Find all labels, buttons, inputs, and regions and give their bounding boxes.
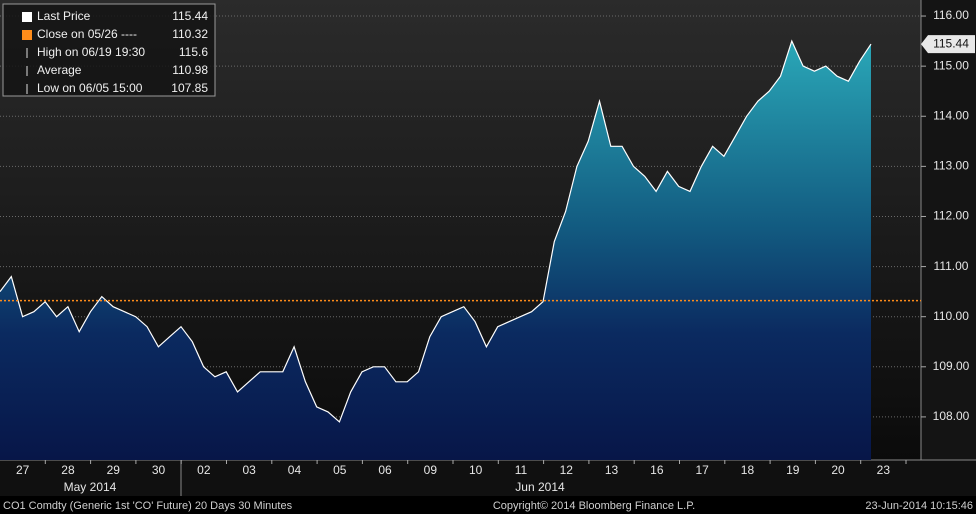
price-line [0, 39, 872, 423]
x-tick-label: 19 [786, 463, 800, 477]
x-tick-label: 27 [16, 463, 30, 477]
x-tick-label: 10 [469, 463, 483, 477]
x-group-label: Jun 2014 [515, 480, 565, 494]
footer-left: CO1 Comdty (Generic 1st 'CO' Future) 20 … [3, 500, 293, 512]
y-axis-background [921, 0, 976, 460]
legend-value: 110.98 [172, 63, 208, 77]
last-price-tag [921, 35, 975, 54]
footer-right: 23-Jun-2014 10:15:46 [865, 500, 973, 512]
x-tick-label: 13 [605, 463, 619, 477]
x-tick-label: 18 [741, 463, 755, 477]
y-tick-label: 109.00 [933, 359, 970, 373]
x-tick-label: 28 [61, 463, 75, 477]
y-tick-label: 108.00 [933, 409, 970, 423]
legend-value: 115.6 [179, 45, 208, 59]
last-price-label: 115.44 [933, 36, 969, 50]
x-tick-label: 11 [515, 463, 528, 477]
y-tick-label: 112.00 [933, 209, 969, 223]
x-tick-label: 02 [197, 463, 211, 477]
x-tick-label: 16 [650, 463, 664, 477]
legend-swatch [22, 30, 32, 40]
y-tick-label: 110.00 [933, 309, 969, 323]
x-tick-label: 30 [152, 463, 166, 477]
y-tick-label: 111.00 [934, 259, 969, 273]
x-tick-label: 29 [107, 463, 121, 477]
x-axis-background [0, 460, 976, 496]
price-area [0, 41, 871, 460]
x-tick-label: 04 [288, 463, 302, 477]
x-tick-label: 09 [424, 463, 438, 477]
x-tick-label: 20 [831, 463, 845, 477]
x-group-label: May 2014 [64, 480, 117, 494]
x-tick-label: 23 [877, 463, 891, 477]
legend-swatch [22, 12, 32, 22]
x-tick-label: 03 [242, 463, 256, 477]
legend-label: Average [37, 63, 82, 77]
y-tick-label: 116.00 [933, 8, 969, 22]
legend-label: High on 06/19 19:30 [37, 45, 145, 59]
y-tick-label: 113.00 [933, 159, 969, 173]
footer-center: Copyright© 2014 Bloomberg Finance L.P. [493, 500, 695, 512]
y-tick-label: 114.00 [933, 108, 969, 122]
y-tick-label: 115.00 [933, 58, 969, 72]
x-tick-label: 05 [333, 463, 347, 477]
legend-value: 115.44 [172, 9, 208, 23]
legend-label: Close on 05/26 ---- [37, 27, 137, 41]
legend-label: Last Price [37, 9, 91, 23]
legend-label: Low on 06/05 15:00 [37, 81, 143, 95]
legend-value: 107.85 [171, 81, 208, 95]
legend-value: 110.32 [172, 27, 208, 41]
legend-box [2, 3, 216, 97]
x-tick-label: 12 [560, 463, 574, 477]
x-tick-label: 06 [378, 463, 392, 477]
x-tick-label: 17 [695, 463, 709, 477]
